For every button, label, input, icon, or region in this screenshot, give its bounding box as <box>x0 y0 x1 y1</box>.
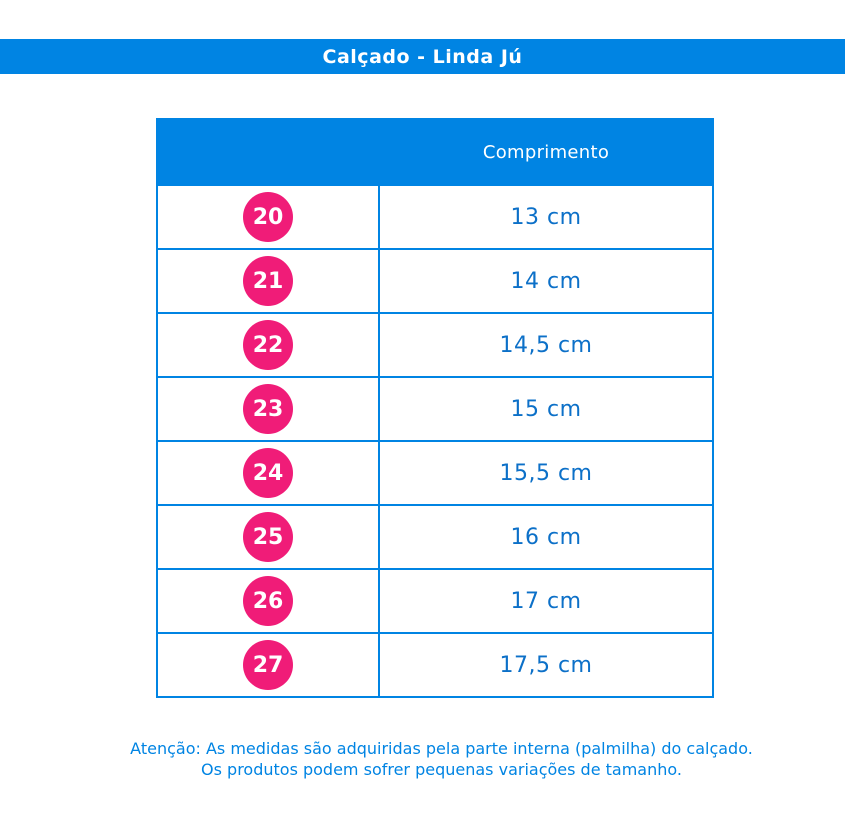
size-badge: 21 <box>243 256 293 306</box>
table-row: 22 14,5 cm <box>158 312 712 376</box>
length-cell: 15 cm <box>510 396 582 422</box>
size-badge: 22 <box>243 320 293 370</box>
length-cell: 15,5 cm <box>499 460 593 486</box>
title-bar: Calçado - Linda Jú <box>0 39 845 74</box>
table-row: 27 17,5 cm <box>158 632 712 696</box>
size-badge: 24 <box>243 448 293 498</box>
size-chart-table: Comprimento 20 13 cm 21 14 cm 22 14,5 cm… <box>156 118 714 698</box>
length-cell: 16 cm <box>510 524 582 550</box>
note-line-2: Os produtos podem sofrer pequenas variaç… <box>201 760 682 779</box>
length-cell: 17,5 cm <box>499 652 593 678</box>
size-badge: 20 <box>243 192 293 242</box>
size-cell: 20 <box>158 186 380 248</box>
table-row: 21 14 cm <box>158 248 712 312</box>
size-cell: 23 <box>158 378 380 440</box>
size-badge: 23 <box>243 384 293 434</box>
table-row: 23 15 cm <box>158 376 712 440</box>
size-badge: 26 <box>243 576 293 626</box>
note-line-1: Atenção: As medidas são adquiridas pela … <box>130 739 753 758</box>
size-cell: 27 <box>158 634 380 696</box>
size-badge: 25 <box>243 512 293 562</box>
size-cell: 22 <box>158 314 380 376</box>
header-length-cell: Comprimento <box>482 141 610 163</box>
size-cell: 21 <box>158 250 380 312</box>
attention-note: Atenção: As medidas são adquiridas pela … <box>0 738 845 780</box>
length-cell: 13 cm <box>510 204 582 230</box>
table-row: 25 16 cm <box>158 504 712 568</box>
size-cell: 26 <box>158 570 380 632</box>
size-cell: 25 <box>158 506 380 568</box>
size-badge: 27 <box>243 640 293 690</box>
header-size-cell <box>158 120 380 184</box>
table-row: 20 13 cm <box>158 184 712 248</box>
length-cell: 14 cm <box>510 268 582 294</box>
length-cell: 17 cm <box>510 588 582 614</box>
page-title: Calçado - Linda Jú <box>322 45 523 68</box>
table-header: Comprimento <box>158 120 712 184</box>
table-row: 26 17 cm <box>158 568 712 632</box>
size-cell: 24 <box>158 442 380 504</box>
table-row: 24 15,5 cm <box>158 440 712 504</box>
length-cell: 14,5 cm <box>499 332 593 358</box>
